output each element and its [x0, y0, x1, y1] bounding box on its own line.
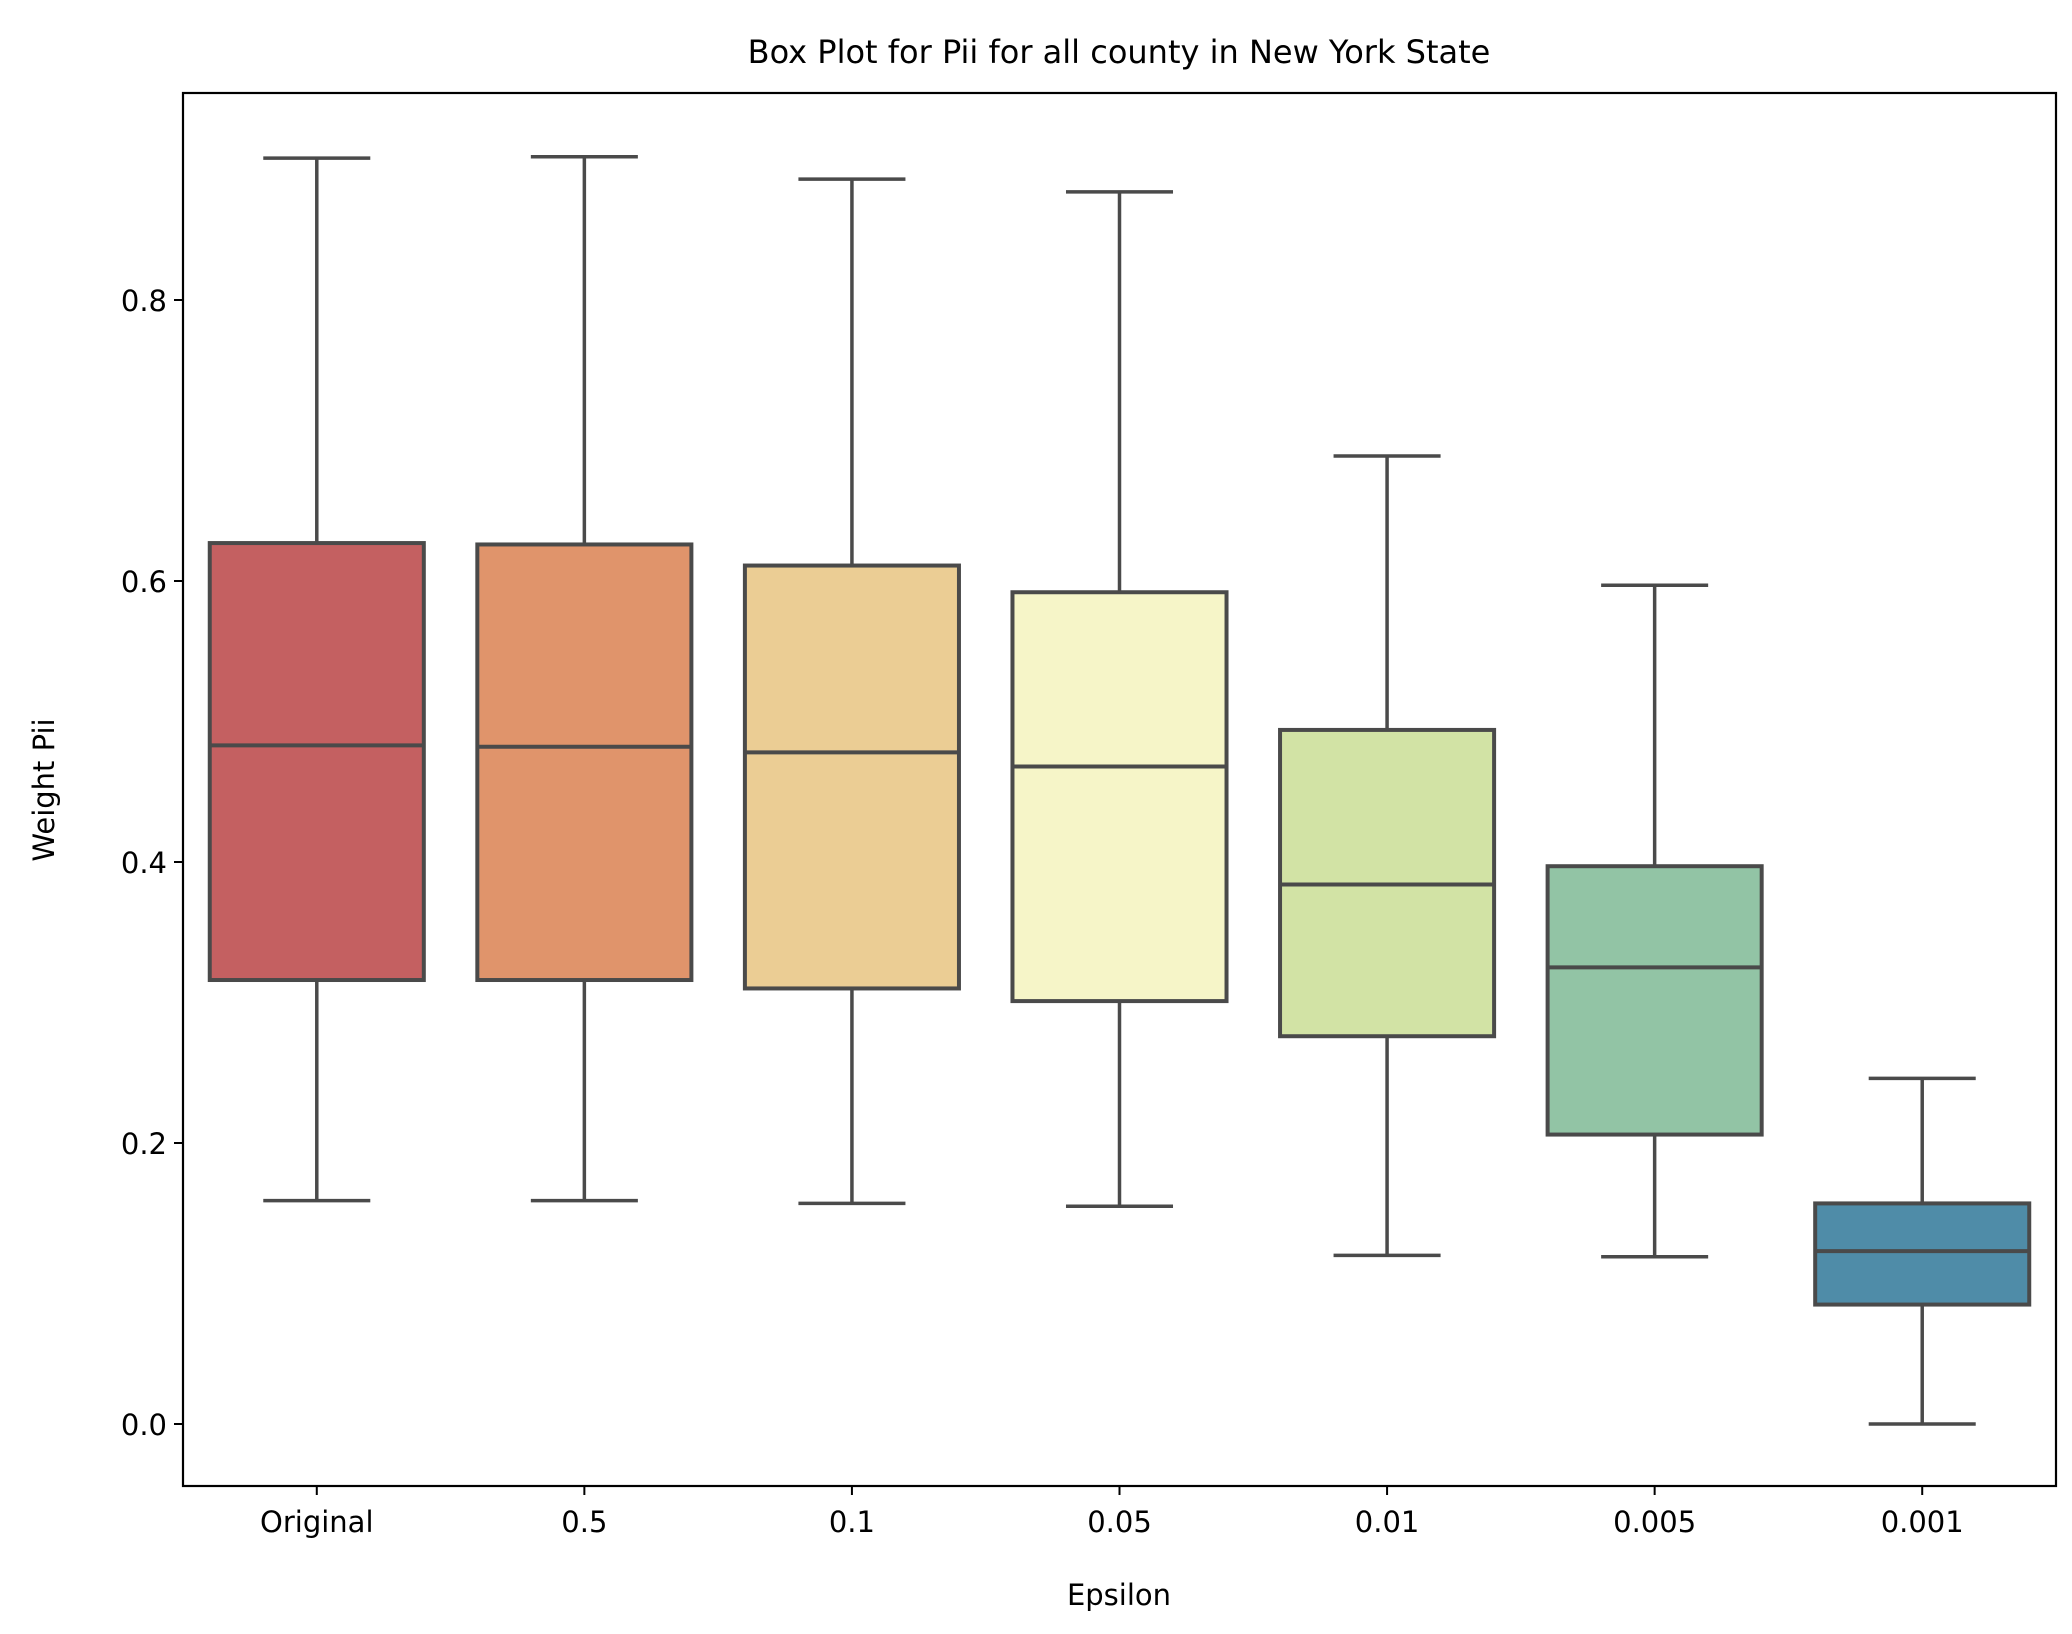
x-tick-label: 0.01 — [1355, 1505, 1420, 1539]
x-axis-label: Epsilon — [1067, 1578, 1171, 1612]
box-0.005 — [1545, 583, 1764, 1259]
boxes — [207, 154, 2032, 1426]
x-tick-label: 0.005 — [1613, 1505, 1696, 1539]
y-tick-label: 0.2 — [121, 1127, 167, 1161]
y-tick-label: 0.8 — [121, 284, 167, 318]
y-tick-label: 0.6 — [121, 565, 167, 599]
x-tick-label: 0.001 — [1881, 1505, 1964, 1539]
y-axis-label: Weight Pii — [27, 718, 61, 861]
box-body — [475, 542, 694, 983]
box-0.1 — [742, 177, 961, 1206]
x-axis: Original 0.5 0.1 0.05 0.01 0.005 0.001 — [260, 1486, 1964, 1539]
y-tick-label: 0.4 — [121, 846, 167, 880]
box-body — [207, 541, 426, 983]
box-body — [1010, 590, 1229, 1004]
chart-title: Box Plot for Pii for all county in New Y… — [748, 33, 1491, 71]
box-0.05 — [1010, 190, 1229, 1208]
y-tick-label: 0.0 — [121, 1408, 167, 1442]
box-0.5 — [475, 154, 694, 1203]
x-tick-label: 0.05 — [1087, 1505, 1152, 1539]
box-0.01 — [1278, 454, 1497, 1258]
x-tick-label: 0.5 — [561, 1505, 607, 1539]
y-axis: 0.0 0.2 0.4 0.6 0.8 — [121, 284, 183, 1442]
box-0.001 — [1813, 1076, 2032, 1426]
box-Original — [207, 156, 426, 1203]
box-body — [1545, 864, 1764, 1137]
box-body — [742, 563, 961, 991]
x-tick-label: Original — [260, 1505, 373, 1539]
box-body — [1813, 1201, 2032, 1307]
plot-frame — [181, 91, 2058, 1488]
x-tick-label: 0.1 — [829, 1505, 875, 1539]
